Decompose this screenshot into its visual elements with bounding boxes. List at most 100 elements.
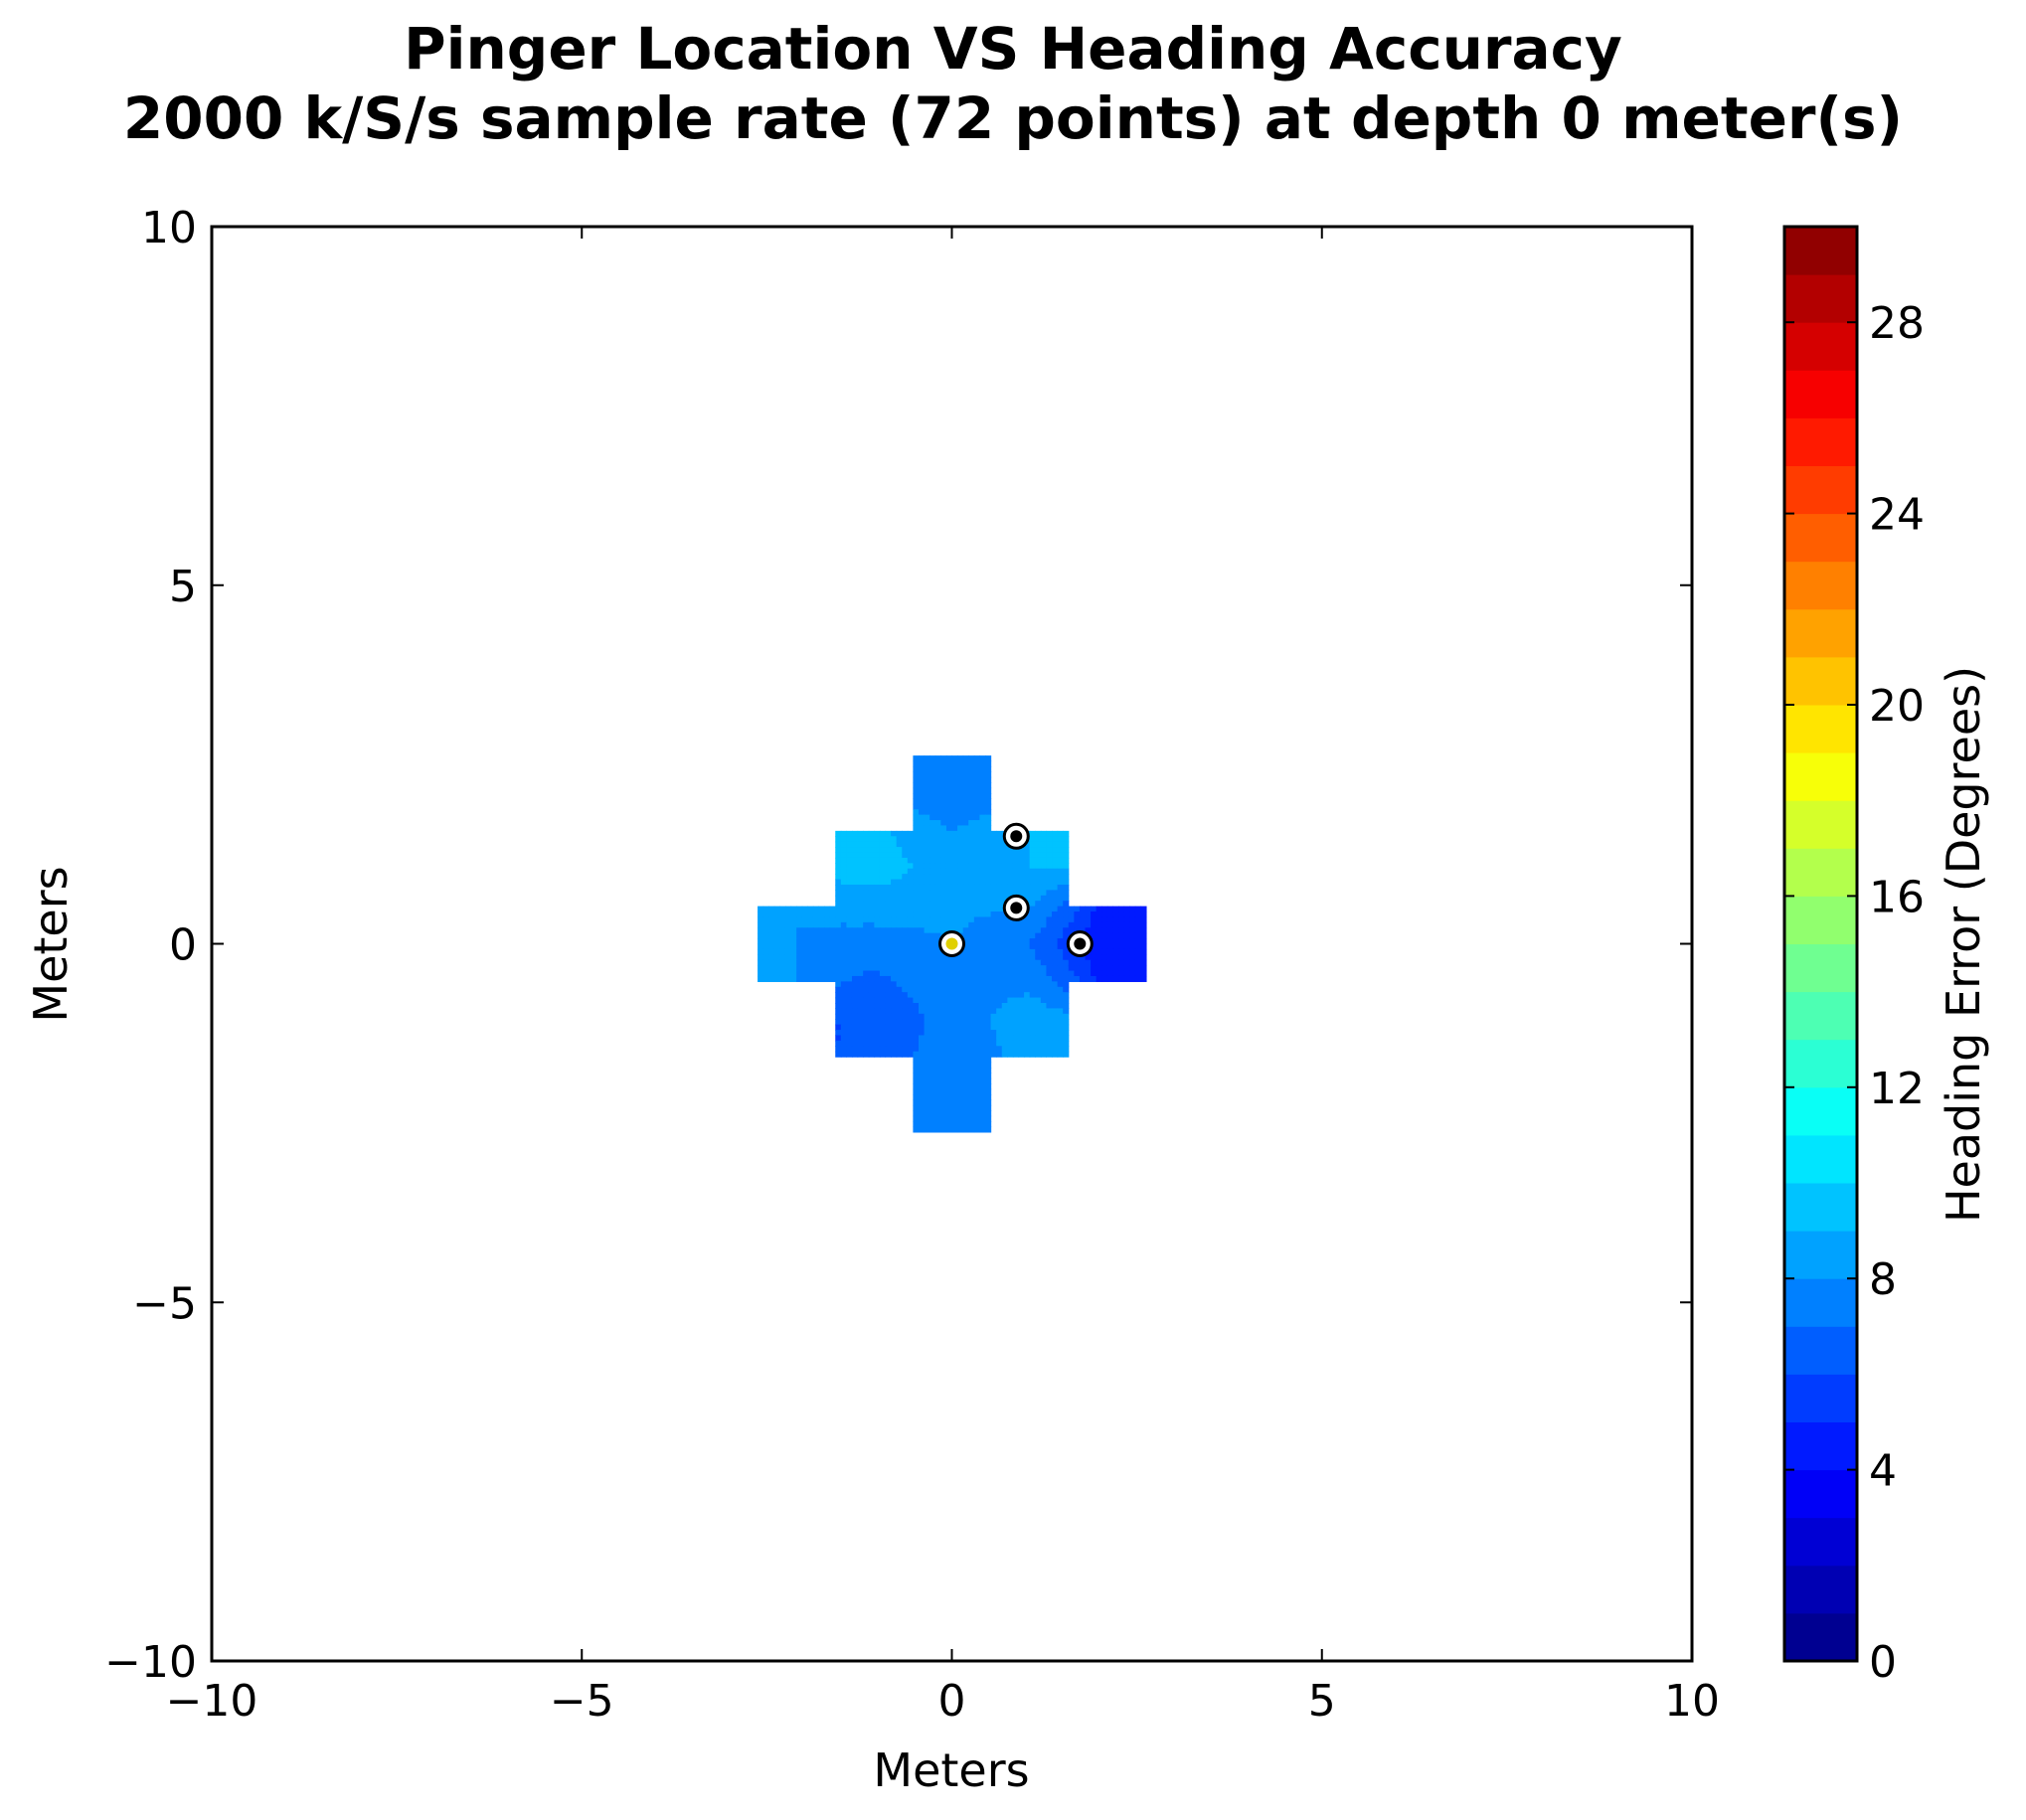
- contour-patch: [934, 1104, 941, 1111]
- contour-patch: [957, 986, 964, 993]
- contour-patch: [1074, 959, 1081, 966]
- contour-patch: [773, 959, 780, 966]
- contour-cell: [835, 830, 915, 908]
- contour-patch: [934, 755, 941, 762]
- contour-patch: [951, 1121, 958, 1128]
- hydrophone-dot: [945, 937, 958, 950]
- contour-patch: [996, 932, 1003, 939]
- contour-patch: [1052, 1046, 1059, 1053]
- contour-patch: [857, 959, 864, 966]
- contour-patch: [940, 776, 947, 783]
- contour-patch: [990, 970, 997, 977]
- contour-patch: [968, 1019, 975, 1026]
- contour-patch: [840, 965, 847, 972]
- contour-patch: [996, 1051, 1003, 1058]
- contour-patch: [768, 911, 775, 918]
- contour-patch: [879, 992, 887, 999]
- contour-patch: [1001, 1013, 1008, 1020]
- contour-patch: [1140, 943, 1147, 950]
- contour-patch: [985, 1019, 992, 1026]
- contour-patch: [796, 970, 803, 977]
- contour-patch: [1046, 874, 1053, 881]
- contour-patch: [1063, 879, 1070, 886]
- contour-patch: [962, 932, 969, 939]
- contour-patch: [945, 879, 953, 886]
- contour-patch: [973, 1040, 981, 1047]
- contour-patch: [790, 927, 797, 934]
- contour-patch: [824, 965, 831, 972]
- contour-patch: [957, 1094, 964, 1101]
- contour-patch: [929, 927, 936, 934]
- contour-patch: [1057, 959, 1064, 966]
- contour-patch: [1106, 965, 1114, 972]
- contour-patch: [962, 798, 969, 805]
- contour-patch: [1018, 921, 1025, 928]
- contour-patch: [979, 1035, 986, 1042]
- contour-patch: [990, 841, 997, 848]
- contour-patch: [1134, 921, 1141, 928]
- contour-patch: [1101, 965, 1108, 972]
- contour-patch: [913, 1040, 920, 1047]
- contour-patch: [985, 847, 992, 854]
- contour-patch: [973, 830, 981, 837]
- colorbar-swatch: [1784, 991, 1857, 1041]
- contour-patch: [919, 879, 926, 886]
- contour-patch: [1024, 959, 1031, 966]
- contour-patch: [1018, 932, 1025, 939]
- contour-patch: [1057, 884, 1064, 891]
- contour-patch: [762, 911, 769, 918]
- contour-patch: [919, 1013, 926, 1020]
- contour-patch: [1007, 1046, 1014, 1053]
- contour-patch: [840, 1024, 847, 1031]
- contour-patch: [868, 895, 875, 902]
- contour-patch: [1012, 890, 1020, 897]
- contour-patch: [945, 820, 953, 827]
- contour-patch: [985, 1013, 992, 1020]
- contour-patch: [913, 771, 920, 778]
- contour-patch: [919, 884, 926, 891]
- contour-patch: [979, 1110, 986, 1117]
- contour-patch: [1029, 901, 1036, 908]
- contour-patch: [913, 992, 920, 999]
- contour-patch: [874, 852, 881, 859]
- contour-patch: [1057, 879, 1064, 886]
- contour-patch: [985, 1104, 992, 1111]
- colorbar-swatch: [1784, 1086, 1857, 1136]
- colorbar-tick-label: 0: [1869, 1637, 1897, 1688]
- contour-patch: [874, 879, 881, 886]
- contour-patch: [1040, 911, 1048, 918]
- contour-patch: [768, 906, 775, 912]
- contour-patch: [896, 1046, 903, 1053]
- contour-patch: [863, 901, 870, 908]
- contour-patch: [968, 1094, 975, 1101]
- contour-patch: [973, 932, 981, 939]
- contour-patch: [968, 1110, 975, 1117]
- contour-patch: [968, 965, 975, 972]
- contour-patch: [940, 1040, 947, 1047]
- contour-patch: [913, 1024, 920, 1031]
- contour-patch: [996, 970, 1003, 977]
- contour-patch: [919, 911, 926, 918]
- contour-patch: [812, 911, 820, 918]
- contour-patch: [1007, 863, 1014, 870]
- contour-patch: [829, 927, 836, 934]
- contour-patch: [835, 997, 842, 1004]
- contour-patch: [835, 906, 842, 912]
- contour-patch: [1035, 906, 1042, 912]
- contour-patch: [1140, 959, 1147, 966]
- contour-patch: [962, 1073, 969, 1079]
- contour-patch: [919, 970, 926, 977]
- contour-patch: [868, 959, 875, 966]
- contour-patch: [1046, 1013, 1053, 1020]
- contour-patch: [879, 965, 887, 972]
- contour-patch: [1029, 1035, 1036, 1042]
- contour-patch: [879, 1008, 887, 1015]
- contour-patch: [940, 884, 947, 891]
- colorbar-label: Heading Error (Degrees): [1937, 666, 1990, 1223]
- contour-patch: [1001, 1003, 1008, 1010]
- contour-patch: [863, 911, 870, 918]
- contour-patch: [924, 755, 930, 762]
- contour-patch: [1068, 916, 1075, 923]
- contour-patch: [851, 938, 859, 945]
- contour-patch: [968, 938, 975, 945]
